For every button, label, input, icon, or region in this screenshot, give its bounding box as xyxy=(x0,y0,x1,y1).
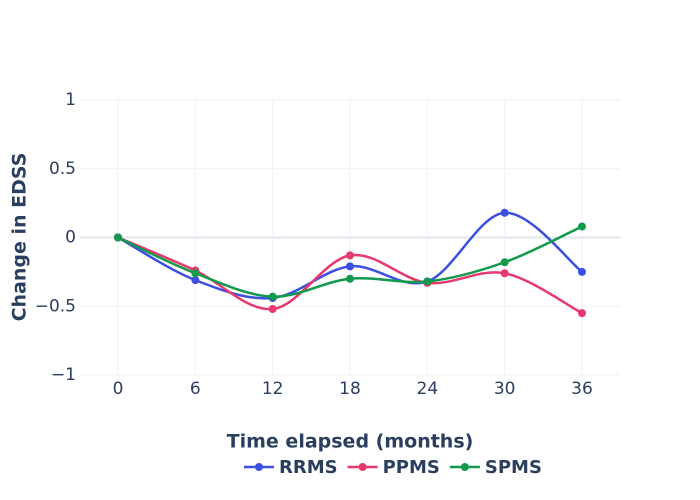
x-tick-label: 36 xyxy=(571,379,593,399)
legend-item: RRMS xyxy=(244,457,338,478)
legend: RRMS PPMS SPMS xyxy=(244,457,542,478)
marker xyxy=(346,262,354,271)
marker xyxy=(423,277,432,286)
x-tick-label: 18 xyxy=(339,379,361,399)
marker xyxy=(191,276,200,285)
marker xyxy=(500,208,509,217)
marker xyxy=(577,309,586,318)
x-axis-title: Time elapsed (months) xyxy=(227,431,474,453)
y-tick-label: 0 xyxy=(65,228,76,248)
y-axis-title: Change in EDSS xyxy=(9,153,31,322)
marker xyxy=(577,222,586,231)
y-tick-label: −1 xyxy=(51,365,76,385)
marker xyxy=(191,269,200,278)
legend-text: SPMS xyxy=(485,457,542,478)
marker xyxy=(500,258,509,267)
marker xyxy=(346,251,354,260)
marker xyxy=(577,267,586,276)
legend-marker xyxy=(358,463,367,471)
x-tick-label: 30 xyxy=(494,379,516,399)
x-tick-label: 24 xyxy=(417,379,439,399)
x-tick-label: 12 xyxy=(262,379,284,399)
legend-marker xyxy=(460,463,469,471)
marker xyxy=(500,269,509,278)
legend-item: SPMS xyxy=(449,457,542,478)
x-tick-label: 0 xyxy=(113,379,124,399)
legend-text: PPMS xyxy=(383,457,440,478)
legend-marker xyxy=(255,463,263,471)
marker xyxy=(114,233,123,242)
legend-item: PPMS xyxy=(347,457,440,478)
marker xyxy=(268,292,277,301)
legend-text: RRMS xyxy=(279,457,338,478)
marker xyxy=(346,274,354,283)
y-tick-label: 1 xyxy=(65,90,76,110)
x-tick-label: 6 xyxy=(190,379,201,399)
y-tick-label: −0.5 xyxy=(35,296,76,316)
marker xyxy=(268,305,277,313)
y-tick-label: 0.5 xyxy=(49,159,76,179)
